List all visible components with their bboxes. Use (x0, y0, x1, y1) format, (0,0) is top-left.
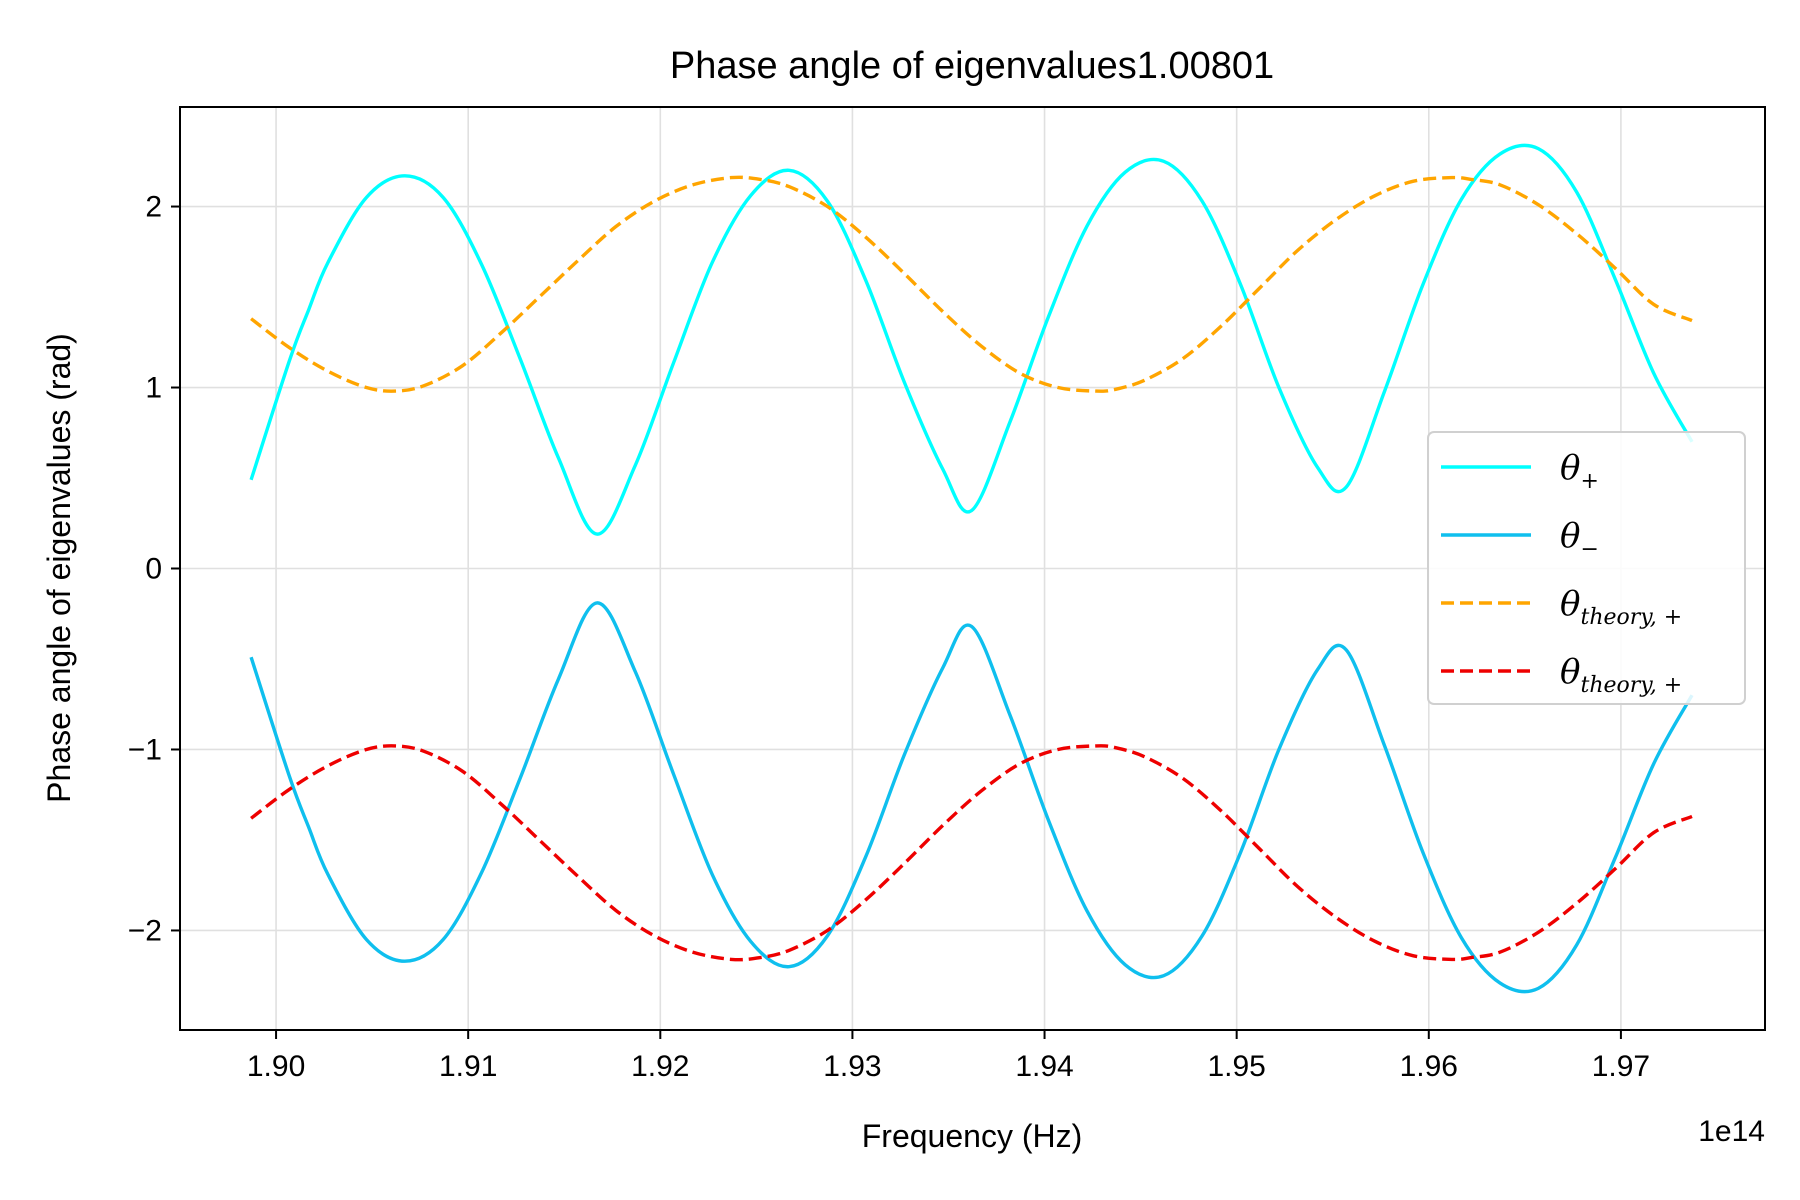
legend-label-4: θtheory, + (1560, 652, 1682, 698)
legend: θ+ θ− θtheory, + θtheory, + (1427, 431, 1746, 705)
x-tick-label: 1.92 (631, 1050, 689, 1083)
x-tick-label: 1.91 (439, 1050, 497, 1083)
x-axis-label: Frequency (Hz) (862, 1118, 1083, 1154)
y-axis-ticks: −2 −1 0 1 2 (128, 191, 180, 947)
plot-series (249, 143, 1694, 994)
x-tick-label: 1.94 (1015, 1050, 1073, 1083)
x-axis-ticks: 1.90 1.91 1.92 1.93 1.94 1.95 1.96 1.97 (247, 1030, 1650, 1083)
series-line-3 (250, 175, 1693, 393)
series-line-4 (250, 744, 1693, 962)
x-tick-label: 1.97 (1592, 1050, 1650, 1083)
y-tick-label: −1 (128, 733, 162, 766)
x-tick-label: 1.93 (823, 1050, 881, 1083)
series-line-1 (249, 143, 1694, 536)
legend-label-1: θ+ (1560, 448, 1599, 494)
y-axis-label: Phase angle of eigenvalues (rad) (41, 333, 77, 803)
y-tick-label: 2 (145, 191, 162, 224)
series-line-2 (249, 601, 1694, 994)
y-tick-label: 1 (145, 372, 162, 405)
legend-label-3: θtheory, + (1560, 584, 1682, 630)
y-tick-label: 0 (145, 553, 162, 586)
chart-title: Phase angle of eigenvalues1.00801 (670, 45, 1274, 87)
y-tick-label: −2 (128, 914, 162, 947)
x-tick-label: 1.90 (247, 1050, 305, 1083)
x-tick-label: 1.95 (1207, 1050, 1265, 1083)
x-tick-label: 1.96 (1400, 1050, 1458, 1083)
legend-label-2: θ− (1560, 516, 1599, 562)
legend-box (1427, 431, 1746, 705)
x-axis-offset-text: 1e14 (1698, 1115, 1765, 1148)
